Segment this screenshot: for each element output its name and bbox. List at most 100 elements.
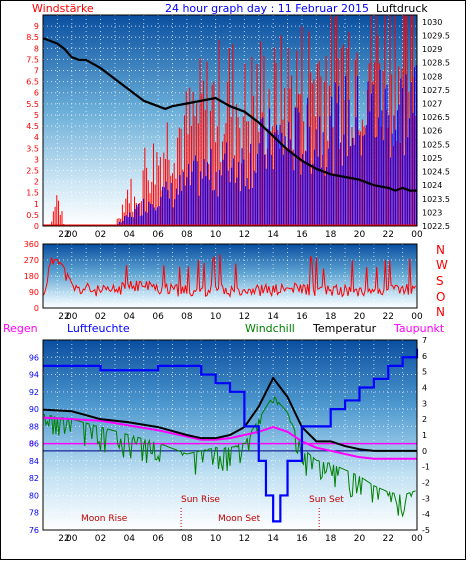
y-tick-label: 8.5: [26, 33, 39, 42]
x-tick-label: 10: [210, 230, 222, 240]
x-tick-label: 08: [181, 312, 193, 322]
x-tick-label: 16: [296, 534, 308, 544]
y2-tick-label: 1027.5: [422, 86, 450, 95]
y2-tick-label: 1023: [422, 208, 442, 217]
x-tick-label: 06: [152, 230, 164, 240]
y2-tick-label: -2: [422, 479, 430, 488]
direction-label-o: O: [436, 290, 445, 304]
y-tick-label: 180: [24, 272, 39, 281]
windchill-line: [42, 396, 416, 518]
x-tick-label: 06: [152, 534, 164, 544]
x-tick-label: 08: [181, 534, 193, 544]
x-tick-label: 10: [210, 534, 222, 544]
y-tick-label: 0: [34, 222, 39, 231]
x-tick-label: 22: [383, 312, 394, 322]
x-tick-label: 00: [66, 230, 78, 240]
legend-dewpoint: Taupunkt: [393, 322, 445, 335]
x-tick-label: 20: [354, 312, 366, 322]
plot-border: [42, 14, 418, 227]
x-tick-label: 16: [296, 230, 308, 240]
y-tick-label: 1: [34, 200, 39, 209]
plot-border: [42, 243, 418, 309]
y2-tick-label: 7: [422, 336, 427, 345]
y2-tick-label: 1026: [422, 127, 442, 136]
x-tick-label: 18: [325, 534, 337, 544]
y-tick-label: 360: [24, 240, 39, 249]
panel1-series: [42, 15, 417, 226]
y2-tick-label: -4: [422, 510, 430, 519]
y2-tick-label: 1030: [422, 18, 442, 27]
x-tick-label: 16: [296, 312, 308, 322]
y-tick-label: 84: [29, 457, 39, 466]
pressure-line: [42, 37, 417, 192]
y2-tick-label: 6: [422, 352, 427, 361]
x-tick-label: 22: [58, 312, 69, 322]
y2-tick-label: 1023.5: [422, 195, 450, 204]
x-tick-label: 18: [325, 230, 337, 240]
y-tick-label: 270: [24, 256, 39, 265]
y-tick-label: 94: [29, 371, 39, 380]
moon-rise-label: Moon Rise: [81, 514, 128, 524]
x-tick-label: 20: [354, 230, 366, 240]
y2-tick-label: 1: [422, 431, 427, 440]
y-tick-label: 8: [34, 44, 39, 53]
y-tick-label: 92: [29, 388, 39, 397]
direction-label-n-top: N: [436, 243, 445, 257]
y-tick-label: 82: [29, 474, 39, 483]
y-tick-label: 90: [29, 405, 39, 414]
x-tick-label: 04: [124, 534, 136, 544]
y2-tick-label: 1025: [422, 154, 442, 163]
y-tick-label: 0: [34, 304, 39, 313]
plot-border: [42, 339, 418, 531]
y2-tick-label: 3: [422, 399, 427, 408]
y2-tick-label: 1024.5: [422, 168, 450, 177]
y-tick-label: 76: [29, 526, 39, 535]
direction-labels: N W S O N: [436, 243, 448, 319]
rain-zero-label: 0: [29, 440, 34, 449]
y2-tick-label: 1025.5: [422, 140, 450, 149]
y-tick-label: 6.5: [26, 78, 39, 87]
y-tick-label: 7.5: [26, 55, 39, 64]
y2-tick-label: 2: [422, 415, 427, 424]
x-tick-label: 04: [124, 230, 136, 240]
y2-tick-label: 1027: [422, 99, 442, 108]
temperature-line: [42, 376, 417, 452]
x-tick-label: 00: [411, 312, 423, 322]
x-tick-label: 02: [95, 534, 106, 544]
y2-tick-label: 1029.5: [422, 31, 450, 40]
y2-tick-label: -3: [422, 494, 430, 503]
y-tick-label: 5: [34, 111, 39, 120]
y2-tick-label: 1028.5: [422, 59, 450, 68]
x-tick-label: 22: [58, 230, 69, 240]
panel2-grid: [42, 243, 418, 309]
sun-set-label: Sun Set: [309, 495, 344, 505]
y2-tick-label: 5: [422, 368, 427, 377]
direction-label-n-bottom: N: [436, 305, 445, 319]
y-tick-label: 5.5: [26, 100, 39, 109]
sun-rise-label: Sun Rise: [181, 495, 220, 505]
x-tick-label: 14: [267, 534, 279, 544]
astro-labels: Sun Rise Sun Set Moon Rise Moon Set: [81, 495, 344, 524]
x-tick-label: 22: [383, 534, 394, 544]
x-tick-label: 02: [95, 312, 106, 322]
wind-strength-axis-title: Windstärke: [32, 2, 94, 15]
y-tick-label: 90: [29, 288, 39, 297]
y-tick-label: 2: [34, 178, 39, 187]
y-tick-label: 7: [34, 67, 39, 76]
y2-tick-label: -1: [422, 463, 430, 472]
x-tick-label: 00: [66, 312, 78, 322]
x-tick-label: 22: [383, 230, 394, 240]
chart-title: 24 hour graph day : 11 Februar 2015: [165, 2, 369, 15]
y2-tick-label: 1024: [422, 181, 442, 190]
panel3-series: 0: [29, 348, 419, 530]
x-tick-label: 04: [124, 312, 136, 322]
humidity-line: [43, 348, 419, 523]
y2-tick-label: -5: [422, 526, 430, 535]
x-tick-label: 12: [239, 534, 250, 544]
y-tick-label: 80: [29, 491, 39, 500]
y2-tick-label: 4: [422, 384, 427, 393]
x-tick-label: 10: [210, 312, 222, 322]
